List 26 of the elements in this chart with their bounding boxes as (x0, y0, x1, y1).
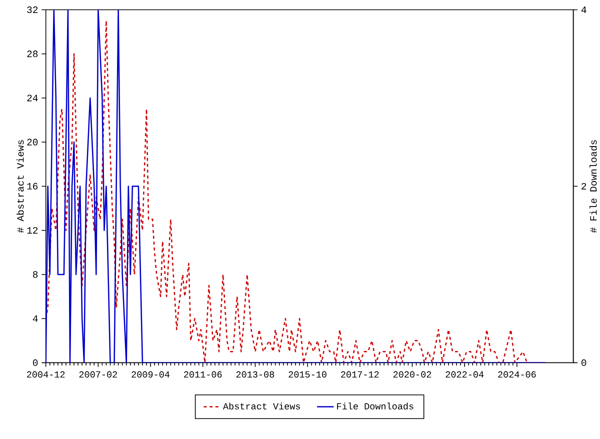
y2-axis-title: # File Downloads (590, 140, 597, 233)
y2-tick-label: 0 (582, 360, 586, 366)
y-tick-label: 28 (27, 50, 38, 58)
y2-tick-label: 4 (581, 6, 586, 14)
y2-tick-label: 2 (582, 183, 586, 190)
x-tick-label: 2011-06 (184, 371, 222, 378)
y-tick-label: 20 (27, 138, 38, 146)
x-tick-label: 2022-04 (446, 371, 484, 378)
y-tick-label: 32 (27, 6, 38, 14)
y-tick-label: 8 (33, 271, 38, 278)
y-tick-label: 16 (27, 183, 38, 190)
y-tick-label: 24 (27, 94, 38, 102)
x-tick-label: 2013-08 (236, 371, 274, 378)
x-tick-label: 2024-06 (498, 371, 536, 378)
y-axis-title: # Abstract Views (16, 140, 24, 233)
y-tick-label: 12 (27, 227, 38, 234)
x-tick-label: 2020-02 (393, 371, 432, 378)
x-tick-label: 2009-04 (132, 371, 170, 378)
x-tick-label: 2007-02 (79, 371, 117, 378)
y-tick-label: 4 (32, 315, 38, 322)
legend-label: File Downloads (337, 402, 414, 410)
x-tick-label: 2015-10 (288, 371, 326, 378)
x-tick-label: 2017-12 (341, 371, 379, 378)
legend-label: Abstract Views (222, 402, 300, 410)
y-tick-label: 0 (32, 360, 38, 366)
x-tick-label: 2004-12 (27, 371, 65, 378)
